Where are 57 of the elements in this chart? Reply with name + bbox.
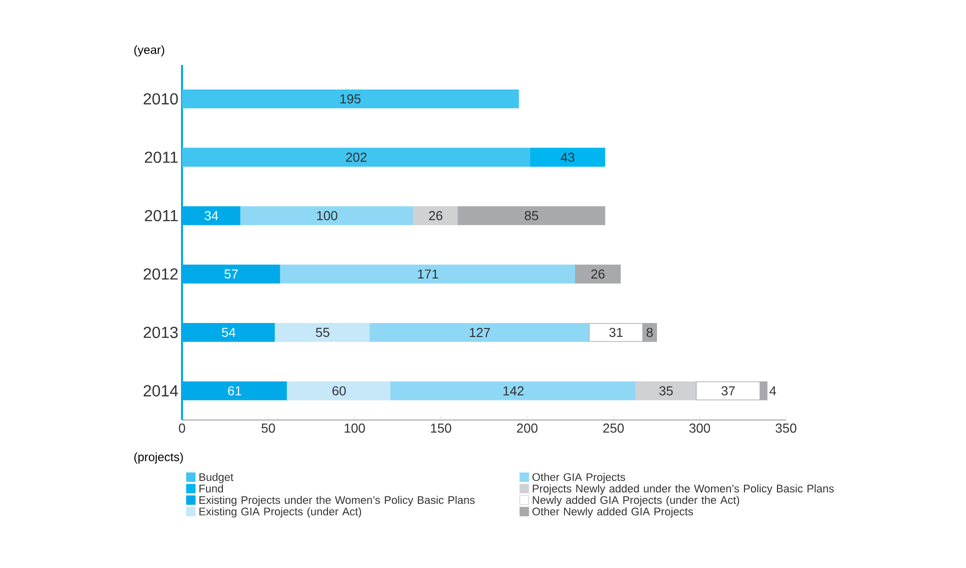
data-label: 55 (316, 328, 330, 337)
data-label: 8 (646, 328, 653, 338)
data-label: 54 (222, 328, 236, 337)
x-axis-title: (projects) (134, 452, 183, 464)
bar (412, 206, 459, 226)
data-label: 34 (204, 211, 218, 220)
x-tick-label: 100 (344, 424, 365, 433)
bar (274, 322, 371, 342)
bar (390, 381, 636, 400)
legend-label: Existing GIA Projects (under Act) (199, 507, 362, 518)
y-tick-label: 2014 (144, 385, 178, 396)
data-label: 4 (770, 386, 776, 396)
bar (530, 148, 606, 167)
data-label: 61 (228, 386, 242, 396)
y-tick-label: 2011 (144, 210, 178, 222)
x-tick-label: 200 (516, 424, 538, 433)
legend-label: Other Newly added GIA Projects (532, 507, 693, 518)
data-label: 171 (418, 270, 438, 279)
data-label: 35 (659, 386, 673, 396)
x-tick-label: 350 (776, 424, 796, 433)
data-label: 202 (346, 152, 366, 162)
data-label: 37 (721, 386, 735, 396)
legend-label: Newly added GIA Projects (under the Act) (532, 496, 740, 506)
x-tick-label: 250 (603, 424, 624, 433)
bar (240, 206, 414, 226)
bar (370, 322, 590, 342)
data-label: 85 (524, 211, 538, 220)
bar (286, 381, 392, 400)
x-tick-label: 300 (689, 424, 710, 433)
x-tick-label: 0 (178, 424, 186, 433)
y-axis-title: (year) (134, 45, 164, 56)
bar (635, 381, 697, 400)
data-label: 127 (470, 328, 490, 337)
data-label: 142 (503, 386, 524, 396)
data-label: 26 (591, 269, 605, 279)
data-label: 195 (340, 94, 361, 104)
data-label: 26 (429, 211, 442, 220)
data-label: 60 (332, 386, 346, 396)
y-tick-label: 2012 (144, 268, 178, 280)
bar (182, 89, 519, 108)
bar (280, 264, 576, 284)
y-tick-label: 2011 (144, 152, 178, 163)
x-tick-label: 150 (431, 424, 452, 433)
bar (458, 206, 606, 226)
data-label: 57 (224, 270, 238, 279)
x-tick-label: 50 (262, 424, 276, 433)
legend-label: Projects Newly added under the Women’s Policy Basic Plans (532, 484, 834, 495)
legend-label: Existing Projects under the Women’s Policy Basic Plans (199, 496, 475, 506)
legend-label: Fund (199, 484, 223, 492)
y-tick-label: 2010 (144, 93, 178, 105)
y-tick-label: 2013 (144, 326, 178, 338)
bar (575, 264, 621, 284)
legend-label: Other GIA Projects (532, 472, 626, 484)
data-label: 43 (560, 152, 574, 162)
data-label: 100 (317, 211, 338, 220)
legend-label: Budget (199, 472, 234, 484)
data-label: 31 (609, 328, 623, 338)
